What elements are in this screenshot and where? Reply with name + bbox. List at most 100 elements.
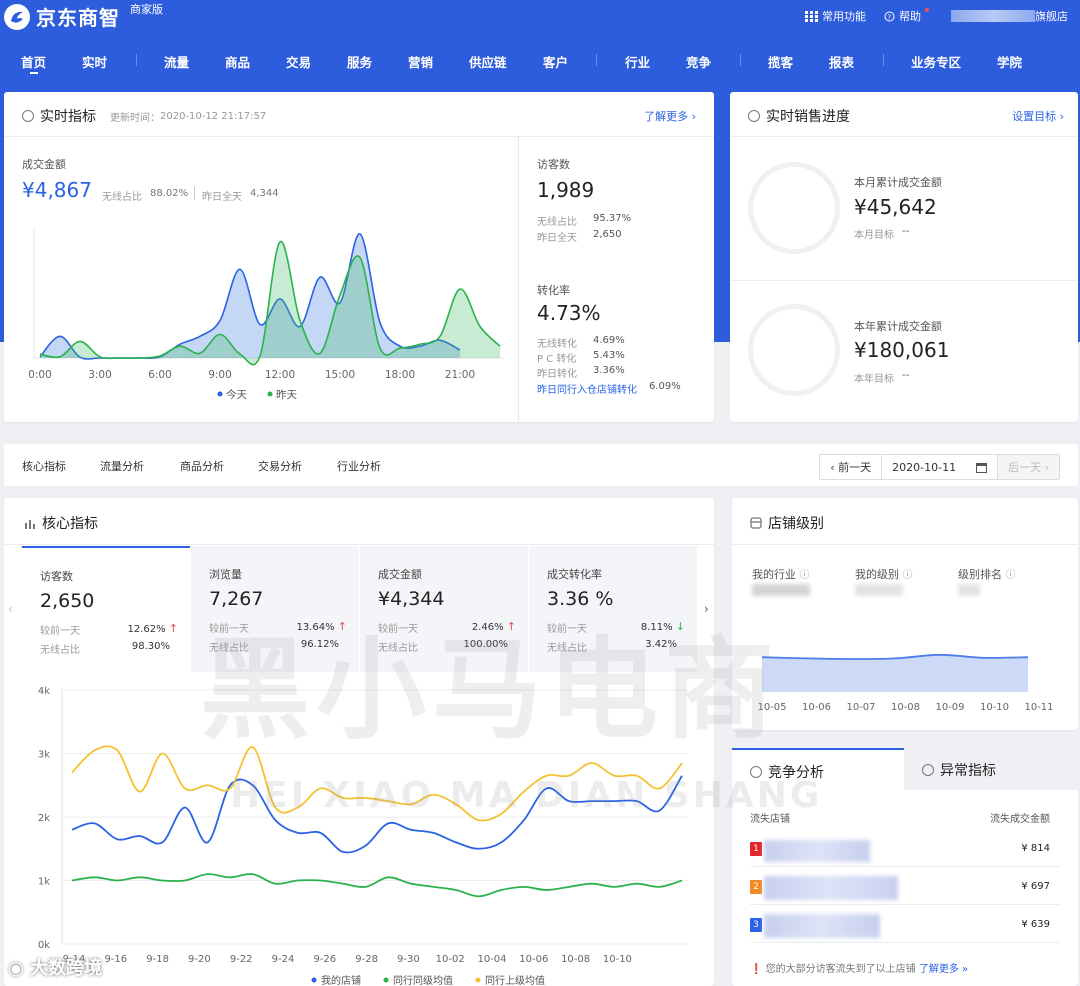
nav-service[interactable]: 服务 [347, 55, 373, 70]
analysis-tab-bar: 核心指标 流量分析 商品分析 交易分析 行业分析 ‹ 前一天 2020-10-1… [4, 444, 1078, 486]
tab-abnormal-metrics[interactable]: 异常指标 [904, 748, 1078, 790]
kpi-wireless-value: 98.30% [131, 641, 170, 652]
svg-text:?: ? [887, 13, 891, 21]
nav-business-zone[interactable]: 业务专区 [911, 55, 962, 70]
next-day-button[interactable]: 后一天 › [998, 455, 1059, 479]
help-icon[interactable]: ⓘ [1005, 570, 1016, 581]
help-link[interactable]: ? 帮助 [884, 8, 929, 24]
tab-transaction-analysis[interactable]: 交易分析 [258, 460, 302, 473]
lost-shop-header: 流失店铺 [750, 814, 790, 825]
help-icon[interactable]: ⓘ [902, 570, 913, 581]
info-icon: ❗ [750, 964, 763, 975]
clock-icon [22, 110, 34, 122]
x-tick-label: 9-14 [63, 954, 86, 965]
core-metrics-title: 核心指标 [42, 516, 98, 532]
tab-competition[interactable]: 竞争分析 [732, 748, 904, 790]
kpi-wireless-label: 无线占比 [378, 643, 418, 654]
y-tick-label: 2k [38, 813, 50, 824]
visitors-wireless-value: 95.37% [593, 213, 632, 224]
set-target-link[interactable]: 设置目标 › [1012, 110, 1064, 123]
month-progress-ring [748, 162, 840, 254]
nav-academy[interactable]: 学院 [997, 55, 1023, 70]
competition-more-link[interactable]: 了解更多 » [918, 964, 969, 975]
nav-reports[interactable]: 报表 [829, 55, 855, 70]
nav-competition[interactable]: 竞争 [686, 55, 712, 70]
kpi-conversion[interactable]: 成交转化率 3.36 % 较前一天 8.11% ↓ 无线占比 3.42% [529, 546, 697, 672]
divider [518, 136, 519, 422]
nav-realtime[interactable]: 实时 [82, 55, 108, 70]
kpi-pageviews[interactable]: 浏览量 7,267 较前一天 13.64% ↑ 无线占比 96.12% [191, 546, 359, 672]
nav-transactions[interactable]: 交易 [286, 55, 312, 70]
industry-conversion-link[interactable]: 昨日同行入仓店铺转化 [537, 385, 637, 396]
logo-subtitle: 商家版 [130, 2, 163, 16]
nav-products[interactable]: 商品 [225, 55, 251, 70]
shop-icon [750, 517, 762, 529]
realtime-chart: 0:00 3:00 6:00 9:00 12:00 15:00 18:00 21:00 今天 昨天 [28, 228, 504, 401]
y-tick-label: 0k [38, 940, 50, 951]
sales-progress-title: 实时销售进度 [766, 109, 850, 125]
nav-marketing[interactable]: 营销 [408, 55, 434, 70]
nav-acquisition[interactable]: 揽客 [768, 55, 794, 70]
kpi-wireless-label: 无线占比 [209, 643, 249, 654]
nav-active-indicator [30, 72, 38, 74]
shop-level-title-row: 店铺级别 [750, 513, 824, 533]
rank-badge: 3 [750, 918, 762, 932]
y-tick-label: 1k [38, 877, 50, 888]
kpi-visitors[interactable]: 访客数 2,650 较前一天 12.62% ↑ 无线占比 98.30% [22, 546, 190, 672]
x-tick-label: 10-08 [561, 954, 590, 965]
x-tick-label: 10-10 [603, 954, 632, 965]
prev-day-button[interactable]: ‹ 前一天 [820, 455, 883, 479]
notification-dot [925, 8, 929, 12]
help-icon[interactable]: ⓘ [799, 570, 810, 581]
realtime-more-link[interactable]: 了解更多 › [644, 110, 696, 123]
grid-icon [805, 10, 818, 22]
nav-industry[interactable]: 行业 [625, 55, 651, 70]
divider [730, 136, 1078, 137]
divider [4, 136, 714, 137]
x-tick-label: 10-06 [802, 702, 831, 713]
nav-traffic[interactable]: 流量 [164, 55, 190, 70]
nav-customers[interactable]: 客户 [543, 55, 569, 70]
month-gmv-value: ¥45,642 [854, 195, 937, 219]
industry-conversion-value: 6.09% [649, 381, 681, 392]
nav-home[interactable]: 首页 [21, 55, 47, 70]
divider [4, 544, 714, 545]
level-line [761, 653, 1029, 660]
x-tick-label: 10-11 [1024, 702, 1053, 713]
tab-industry-analysis[interactable]: 行业分析 [337, 460, 381, 473]
kpi-value: 3.36 % [547, 588, 614, 610]
shop-suffix[interactable]: 旗舰店 [1035, 10, 1068, 23]
visitors-value: 1,989 [537, 178, 595, 202]
nav-supply-chain[interactable]: 供应链 [469, 55, 507, 70]
lost-amount-header: 流失成交金额 [990, 814, 1050, 825]
x-tick-label: 9-26 [313, 954, 336, 965]
tab-product-analysis[interactable]: 商品分析 [180, 460, 224, 473]
tab-traffic-analysis[interactable]: 流量分析 [100, 460, 144, 473]
level-rank-label: 级别排名 ⓘ [958, 568, 1016, 581]
logo[interactable]: 京东商智 商家版 [4, 2, 163, 31]
arrow-up-icon: ↑ [506, 620, 516, 633]
date-field[interactable]: 2020-10-11 [882, 455, 999, 479]
core-metrics-title-row: 核心指标 [24, 513, 98, 533]
common-functions-link[interactable]: 常用功能 [805, 8, 866, 24]
arrow-down-icon: ↓ [675, 620, 685, 633]
conv-pc-value: 5.43% [593, 350, 625, 361]
competition-card: 竞争分析 异常指标 流失店铺 流失成交金额 [732, 748, 1078, 986]
my-level-label: 我的级别 ⓘ [855, 568, 913, 581]
kpi-next-arrow[interactable]: › [704, 602, 709, 616]
weibo-icon: ◉ [8, 958, 24, 979]
tab-core-metrics[interactable]: 核心指标 [22, 460, 66, 473]
gmv-wireless-value: 88.02% [150, 188, 189, 199]
lost-amount-value: ¥ 697 [1021, 881, 1050, 892]
kpi-gmv[interactable]: 成交金额 ¥4,344 较前一天 2.46% ↑ 无线占比 100.00% [360, 546, 528, 672]
kpi-value: 7,267 [209, 588, 264, 610]
x-tick-label: 0:00 [28, 369, 52, 381]
legend-label: 昨天 [276, 389, 297, 401]
date-picker: ‹ 前一天 2020-10-11 后一天 › [819, 454, 1060, 480]
lost-amount-value: ¥ 814 [1021, 843, 1050, 854]
y-tick-label: 3k [38, 750, 50, 761]
kpi-prev-arrow[interactable]: ‹ [8, 602, 13, 616]
legend-label: 同行上级均值 [485, 974, 545, 986]
kpi-wireless-label: 无线占比 [40, 645, 80, 656]
logo-text: 京东商智 [36, 6, 120, 30]
